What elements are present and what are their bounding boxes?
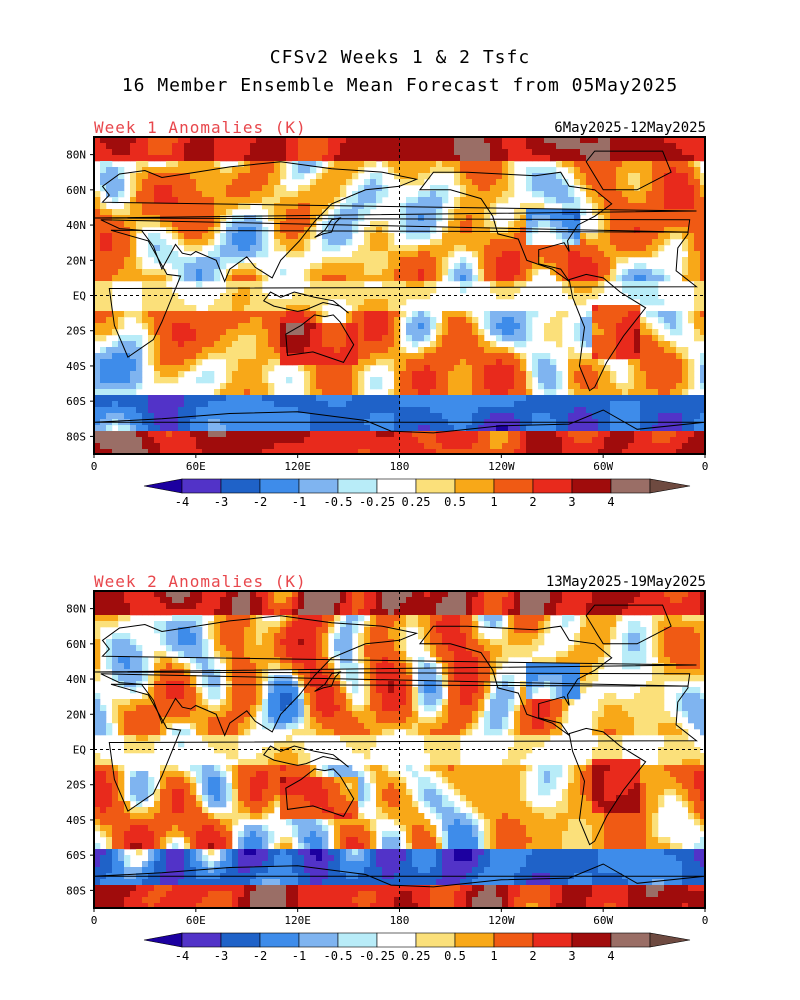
colorbar-arrow-high: [649, 478, 691, 494]
colorbar-tick-label: -2: [253, 495, 267, 509]
colorbar-tick-label: -1: [292, 495, 306, 509]
lat-label: 40S: [66, 360, 86, 373]
colorbar-tick-label: 4: [607, 949, 614, 963]
lon-label: 120E: [284, 460, 311, 473]
week2-panel-label: Week 2 Anomalies (K): [94, 572, 307, 591]
colorbar-box: [376, 478, 417, 494]
colorbar-tick-label: 1: [490, 949, 497, 963]
lat-label: EQ: [73, 744, 86, 757]
colorbar-tick-label: 1: [490, 495, 497, 509]
colorbar-box: [454, 932, 495, 948]
week1-panel-label: Week 1 Anomalies (K): [94, 118, 307, 137]
lon-label: 60E: [186, 914, 206, 927]
lat-label: 60N: [66, 638, 86, 651]
lat-label: 40S: [66, 814, 86, 827]
lat-label: 80N: [66, 149, 86, 162]
colorbar-box: [415, 932, 456, 948]
colorbar-box: [259, 932, 300, 948]
lon-label: 0: [91, 914, 98, 927]
colorbar-box: [259, 478, 300, 494]
colorbar-tick-label: -3: [214, 949, 228, 963]
colorbar-tick-label: -0.25: [359, 495, 395, 509]
lat-label: 20S: [66, 779, 86, 792]
colorbar-box: [415, 478, 456, 494]
week2-date-range: 13May2025-19May2025: [545, 574, 706, 590]
colorbar-tick-label: 0.5: [444, 495, 466, 509]
colorbar-tick-label: -0.5: [324, 949, 353, 963]
colorbar-box: [571, 932, 612, 948]
colorbar-box: [181, 478, 222, 494]
colorbar-tick-label: -0.5: [324, 495, 353, 509]
colorbar-box: [493, 932, 534, 948]
lat-label: 20N: [66, 254, 86, 267]
colorbar-arrow-high: [649, 932, 691, 948]
lat-label: 20S: [66, 325, 86, 338]
colorbar-box: [337, 478, 378, 494]
colorbar-arrow-low: [143, 478, 183, 494]
lat-label: 80N: [66, 603, 86, 616]
week1-date-range: 6May2025-12May2025: [554, 120, 706, 136]
colorbar-tick-label: -3: [214, 495, 228, 509]
colorbar-box: [220, 932, 261, 948]
lon-label: 60E: [186, 460, 206, 473]
colorbar-tick-label: -2: [253, 949, 267, 963]
lat-label: 60S: [66, 849, 86, 862]
colorbar-tick-label: 4: [607, 495, 614, 509]
lat-label: 60S: [66, 395, 86, 408]
lat-label: 60N: [66, 184, 86, 197]
colorbar-tick-label: 3: [568, 949, 575, 963]
lon-label: 180: [390, 914, 410, 927]
lon-label: 0: [91, 460, 98, 473]
colorbar: -4 -3 -2 -1 -0.5 -0.25 0.25 0.5 1 2 3 4: [143, 932, 691, 963]
lat-label: EQ: [73, 290, 86, 303]
colorbar-tick-label: 0.5: [444, 949, 466, 963]
colorbar-tick-label: 0.25: [402, 949, 431, 963]
lon-label: 120E: [284, 914, 311, 927]
chart-title-line2: 16 Member Ensemble Mean Forecast from 05…: [121, 75, 679, 96]
colorbar-box: [532, 478, 573, 494]
colorbar-box: [610, 932, 651, 948]
lat-label: 20N: [66, 708, 86, 721]
lat-label: 40N: [66, 673, 86, 686]
colorbar-box: [298, 932, 339, 948]
lon-label: 180: [390, 460, 410, 473]
colorbar-tick-label: -4: [175, 495, 189, 509]
colorbar-tick-label: 2: [529, 949, 536, 963]
lat-label: 40N: [66, 219, 86, 232]
colorbar-box: [376, 932, 417, 948]
colorbar-tick-label: 0.25: [402, 495, 431, 509]
colorbar-box: [571, 478, 612, 494]
lon-label: 60W: [593, 914, 613, 927]
colorbar-box: [220, 478, 261, 494]
lon-label: 120W: [488, 914, 515, 927]
lon-label: 0: [702, 460, 709, 473]
colorbar-tick-label: 3: [568, 495, 575, 509]
colorbar-box: [610, 478, 651, 494]
colorbar-arrow-low: [143, 932, 183, 948]
colorbar-tick-label: -1: [292, 949, 306, 963]
colorbar-tick-label: -4: [175, 949, 189, 963]
colorbar-box: [337, 932, 378, 948]
lon-label: 120W: [488, 460, 515, 473]
colorbar-tick-label: -0.25: [359, 949, 395, 963]
colorbar-tick-label: 2: [529, 495, 536, 509]
colorbar-box: [493, 478, 534, 494]
colorbar-box: [181, 932, 222, 948]
chart-title-line1: CFSv2 Weeks 1 & 2 Tsfc: [269, 47, 531, 68]
colorbar-box: [298, 478, 339, 494]
lat-label: 80S: [66, 884, 86, 897]
colorbar: -4 -3 -2 -1 -0.5 -0.25 0.25 0.5 1 2 3 4: [143, 478, 691, 509]
colorbar-box: [454, 478, 495, 494]
lon-label: 60W: [593, 460, 613, 473]
lat-label: 80S: [66, 430, 86, 443]
temperature-field: [94, 591, 705, 908]
colorbar-box: [532, 932, 573, 948]
lon-label: 0: [702, 914, 709, 927]
temperature-field: [94, 137, 705, 454]
